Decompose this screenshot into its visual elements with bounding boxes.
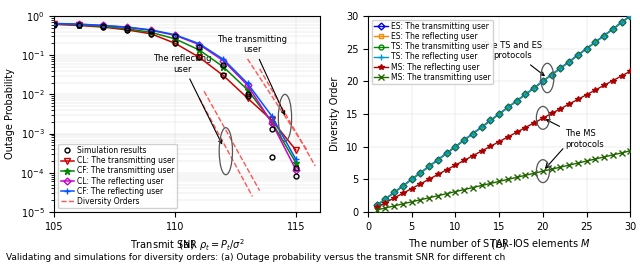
Y-axis label: Outage Probability: Outage Probability xyxy=(5,69,15,159)
Text: The transmitting
user: The transmitting user xyxy=(218,35,287,114)
X-axis label: The number of STAR-IOS elements $M$: The number of STAR-IOS elements $M$ xyxy=(408,237,590,249)
Legend: Simulation results, CL: The transmitting user, CF: The transmitting user, CL: Th: Simulation results, CL: The transmitting… xyxy=(58,144,177,208)
Text: The reflecting
user: The reflecting user xyxy=(153,54,221,144)
Legend: ES: The transmitting user, ES: The reflecting user, TS: The transmitting user, T: ES: The transmitting user, ES: The refle… xyxy=(372,20,493,84)
Text: (b): (b) xyxy=(492,239,507,249)
Y-axis label: Diversity Order: Diversity Order xyxy=(330,77,340,151)
Text: The TS and ES
protocols: The TS and ES protocols xyxy=(483,41,544,76)
X-axis label: Transmit SNR $\rho_t = P_t/\sigma^2$: Transmit SNR $\rho_t = P_t/\sigma^2$ xyxy=(130,237,244,253)
Text: The MS
protocols: The MS protocols xyxy=(547,120,604,149)
Text: (a): (a) xyxy=(179,239,195,249)
Text: Validating and simulations for diversity orders: (a) Outage probability versus t: Validating and simulations for diversity… xyxy=(6,253,506,262)
